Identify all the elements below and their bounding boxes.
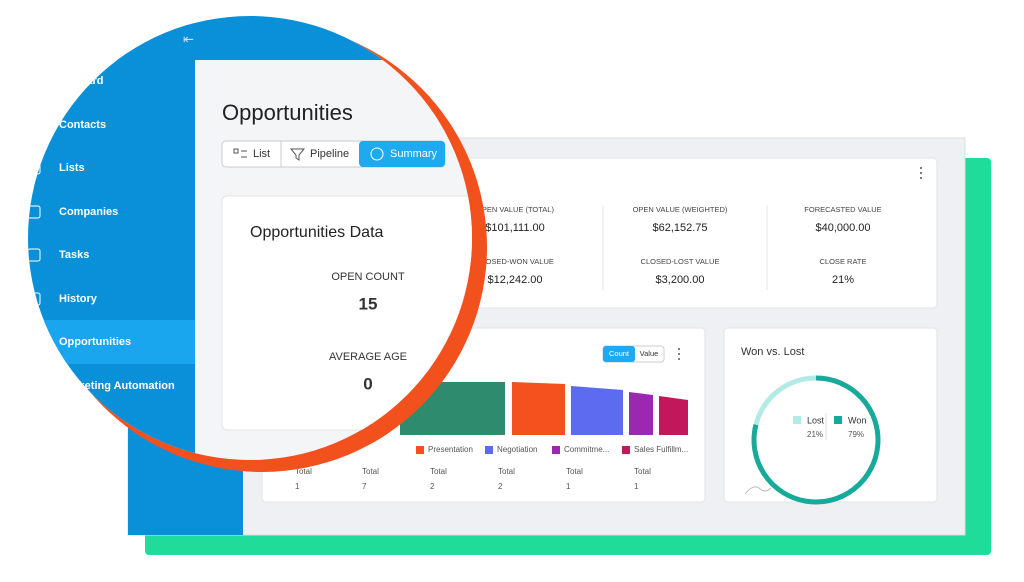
toggle-active[interactable] — [603, 346, 635, 362]
stat-value: 0 — [363, 374, 372, 393]
kpi-label: CLOSE RATE — [820, 257, 867, 266]
legend-swatch — [416, 446, 424, 454]
legend-swatch — [834, 416, 842, 424]
menu-item[interactable]: Contacts — [59, 119, 106, 131]
column-label: Total — [362, 467, 379, 476]
menu-dots[interactable] — [678, 348, 680, 360]
legend-label: Commitme... — [564, 445, 609, 454]
funnel-stage — [512, 382, 565, 435]
tab[interactable]: Summary — [390, 148, 438, 160]
stat-label: OPEN COUNT — [331, 271, 405, 283]
funnel-stage — [659, 396, 688, 435]
tab-active — [359, 141, 445, 167]
collapse-icon[interactable]: ⇤ — [183, 31, 194, 46]
legend-swatch — [622, 446, 630, 454]
menu-item[interactable]: Companies — [59, 206, 118, 218]
legend-label: Lost — [807, 415, 825, 425]
column-label: Total — [430, 467, 447, 476]
card-title: Won vs. Lost — [741, 346, 804, 358]
funnel-stage — [571, 386, 623, 435]
card-title: Opportunities Data — [250, 224, 384, 241]
kpi-value: $62,152.75 — [652, 222, 707, 234]
donut-arc — [751, 375, 881, 505]
kpi-label: OPEN VALUE (WEIGHTED) — [633, 205, 728, 214]
tab[interactable]: Pipeline — [310, 148, 349, 160]
lens-sidebar — [28, 16, 195, 460]
legend-swatch — [485, 446, 493, 454]
column-label: Total — [634, 467, 651, 476]
legend-label: Won — [848, 415, 866, 425]
stat-value: 15 — [359, 294, 378, 313]
sparkline — [744, 486, 772, 495]
column-value: 1 — [566, 482, 571, 491]
menu-dots[interactable] — [920, 167, 922, 179]
donut-arc — [753, 375, 817, 426]
tab-icons — [233, 147, 384, 161]
kpi-value: $12,242.00 — [487, 274, 542, 286]
menu-icon — [28, 118, 41, 132]
legend-label: Presentation — [428, 445, 473, 454]
kpi-label: OPEN VALUE (TOTAL) — [476, 205, 554, 214]
lens-header — [28, 16, 472, 60]
stat-label: AVERAGE AGE — [329, 351, 407, 363]
kpi-label: CLOSED-WON VALUE — [476, 257, 554, 266]
legend-swatch — [552, 446, 560, 454]
legend-value: 21% — [807, 430, 823, 439]
kpi-value: $101,111.00 — [485, 222, 545, 234]
toggle-count[interactable]: Count — [609, 349, 630, 358]
column-label: Total — [566, 467, 583, 476]
menu-icon — [28, 205, 41, 219]
kpi-value: 21% — [832, 274, 854, 286]
menu-icon — [28, 248, 41, 262]
menu-item[interactable]: Opportunities — [59, 336, 131, 348]
menu-icon — [28, 74, 41, 88]
menu-item[interactable]: Dashboard — [46, 75, 103, 87]
kpi-value: $40,000.00 — [815, 222, 870, 234]
column-value: 7 — [362, 482, 367, 491]
legend-label: Negotiation — [497, 445, 537, 454]
kpi-label: CLOSED-LOST VALUE — [641, 257, 720, 266]
menu-icon — [28, 335, 41, 349]
column-value: 2 — [430, 482, 435, 491]
menu-item[interactable]: Marketing Automation — [59, 380, 175, 392]
column-value: 1 — [295, 482, 300, 491]
tab[interactable]: List — [253, 148, 270, 160]
column-value: 1 — [634, 482, 639, 491]
column-label: Total — [498, 467, 515, 476]
page-title: Opportunities — [222, 100, 353, 125]
kpi-label: FORECASTED VALUE — [804, 205, 881, 214]
legend-value: 79% — [848, 430, 864, 439]
toggle-value[interactable]: Value — [640, 349, 659, 358]
funnel-stage — [629, 392, 653, 435]
data-card — [221, 195, 472, 431]
column-label: Total — [295, 467, 312, 476]
menu-item[interactable]: Lists — [59, 162, 85, 174]
kpi-value: $3,200.00 — [656, 274, 705, 286]
menu-item[interactable]: Tasks — [59, 249, 89, 261]
legend-label: Sales Fulfillm... — [634, 445, 688, 454]
legend-swatch — [793, 416, 801, 424]
menu-icon — [28, 379, 41, 393]
menu-item[interactable]: History — [59, 293, 98, 305]
column-value: 2 — [498, 482, 503, 491]
